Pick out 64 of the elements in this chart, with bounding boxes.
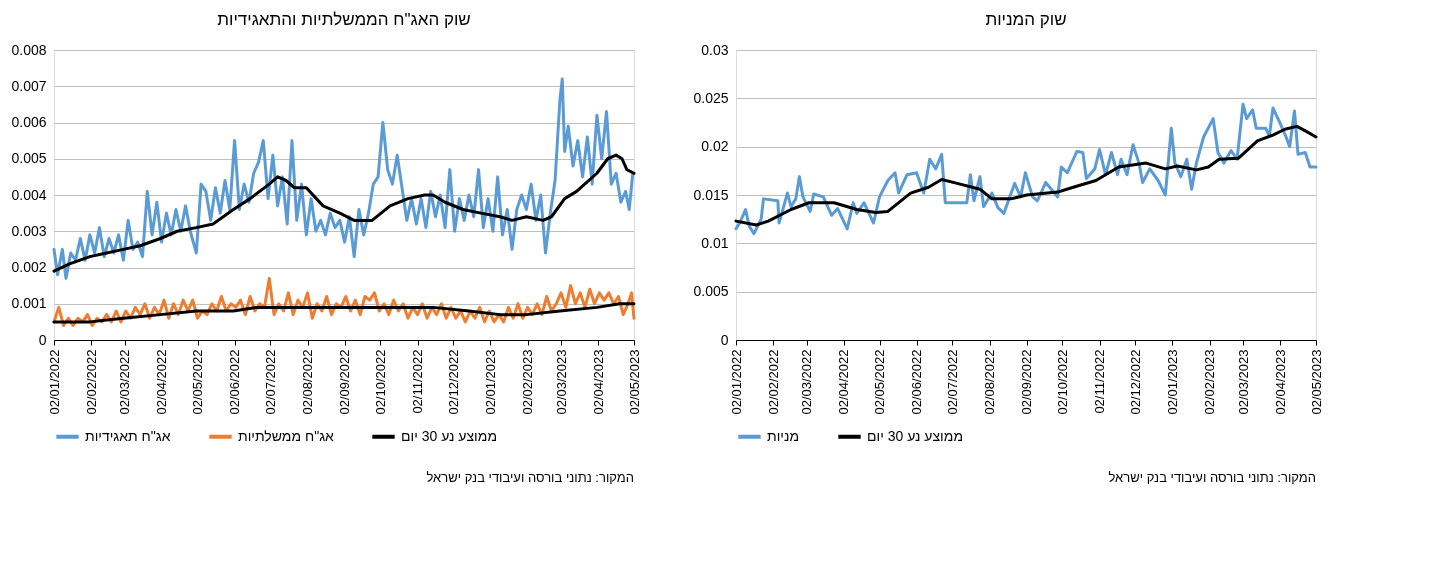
y-tick-label: 0.02 [701,138,729,155]
y-tick-label: 0.005 [11,150,47,167]
x-tick-label: 02/09/2022 [337,349,353,415]
legend-label: ממוצע נע 30 יום [401,427,497,444]
x-tick-label: 02/03/2022 [799,349,815,415]
y-tick-label: 0 [720,331,729,348]
legend-label: אג"ח ממשלתיות [238,427,335,444]
line-series [734,124,1318,227]
y-tick-label: 0.01 [701,234,729,251]
y-tick-label: 0.004 [11,186,47,203]
y-tick-label: 0.008 [11,41,47,58]
text: המקור: נתוני בורסה ועיבודי בנק ישראל [426,470,634,485]
y-tick-label: 0.001 [11,295,47,312]
chart-title: שוק האג"ח הממשלתיות והתאגידיות [217,10,471,29]
y-tick-label: 0.025 [693,89,729,106]
x-tick-label: 02/08/2022 [300,349,316,415]
y-tick-label: 0.03 [701,41,729,58]
x-tick-label: 02/01/2023 [1164,349,1180,415]
x-tick-label: 02/05/2023 [1308,349,1324,415]
x-tick-label: 02/06/2022 [227,349,243,415]
line-series [52,302,636,324]
x-tick-label: 02/02/2022 [765,349,781,415]
legend-label: מניות [767,427,800,444]
x-tick-label: 02/10/2022 [372,349,388,415]
y-tick-label: 0 [38,331,47,348]
line-series [734,102,1318,236]
y-tick-label: 0.006 [11,114,47,130]
y-tick-label: 0.005 [693,283,729,300]
x-tick-label: 02/06/2022 [909,349,925,415]
x-tick-label: 02/05/2022 [872,349,888,415]
x-tick-label: 02/01/2023 [482,349,498,415]
x-tick-label: 02/01/2022 [46,349,62,415]
x-tick-label: 02/03/2023 [1235,349,1251,415]
x-tick-label: 02/03/2022 [117,349,133,415]
x-tick-label: 02/05/2022 [190,349,206,415]
x-tick-label: 02/04/2023 [1272,349,1288,415]
x-tick-label: 02/02/2023 [520,349,536,415]
x-tick-label: 02/04/2023 [590,349,606,415]
text: המקור: נתוני בורסה ועיבודי בנק ישראל [1108,470,1316,485]
x-tick-label: 02/10/2022 [1054,349,1070,415]
x-tick-label: 02/08/2022 [982,349,998,415]
x-tick-label: 02/02/2022 [83,349,99,415]
x-tick-label: 02/12/2022 [1127,349,1143,415]
x-tick-label: 02/11/2022 [1092,349,1108,414]
x-tick-label: 02/01/2022 [728,349,744,415]
line-series [52,77,635,280]
line-series [52,153,636,273]
legend-label: ממוצע נע 30 יום [867,427,963,444]
legend-label: אג"ח תאגידיות [85,427,171,444]
x-tick-label: 02/09/2022 [1019,349,1035,415]
y-tick-label: 0.002 [11,259,47,275]
y-tick-label: 0.003 [11,222,47,239]
x-tick-label: 02/07/2022 [262,349,278,415]
x-tick-label: 02/04/2022 [836,349,852,415]
y-tick-label: 0.015 [693,186,729,203]
x-tick-label: 02/03/2023 [553,349,569,415]
x-tick-label: 02/11/2022 [410,349,426,414]
x-tick-label: 02/12/2022 [445,349,461,415]
x-tick-label: 02/02/2023 [1202,349,1218,415]
x-tick-label: 02/05/2023 [626,349,642,415]
y-tick-label: 0.007 [11,77,47,94]
chart-title: שוק המניות [985,10,1067,29]
x-tick-label: 02/04/2022 [154,349,170,415]
x-tick-label: 02/07/2022 [944,349,960,415]
